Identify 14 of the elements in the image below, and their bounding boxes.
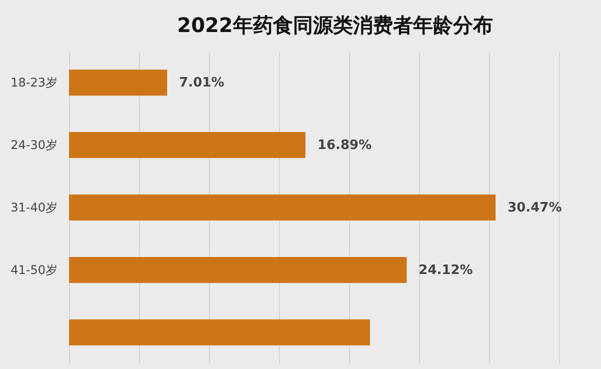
bar <box>69 70 168 96</box>
data-label: 24.12% <box>418 262 473 278</box>
y-tick-label: 18-23岁 <box>10 76 58 90</box>
data-label: 30.47% <box>508 200 562 216</box>
data-label: 7.01% <box>179 76 224 91</box>
bar <box>69 132 306 158</box>
bar <box>69 256 407 283</box>
y-tick-label: 31-40岁 <box>10 200 58 214</box>
bar <box>69 194 496 220</box>
y-tick-label: 41-50岁 <box>10 262 58 277</box>
y-tick-label: 24-30岁 <box>10 138 58 152</box>
data-label: 16.89% <box>317 138 372 154</box>
bar <box>69 319 370 346</box>
chart-title: 2022年药食同源类消费者年龄分布 <box>177 13 493 37</box>
